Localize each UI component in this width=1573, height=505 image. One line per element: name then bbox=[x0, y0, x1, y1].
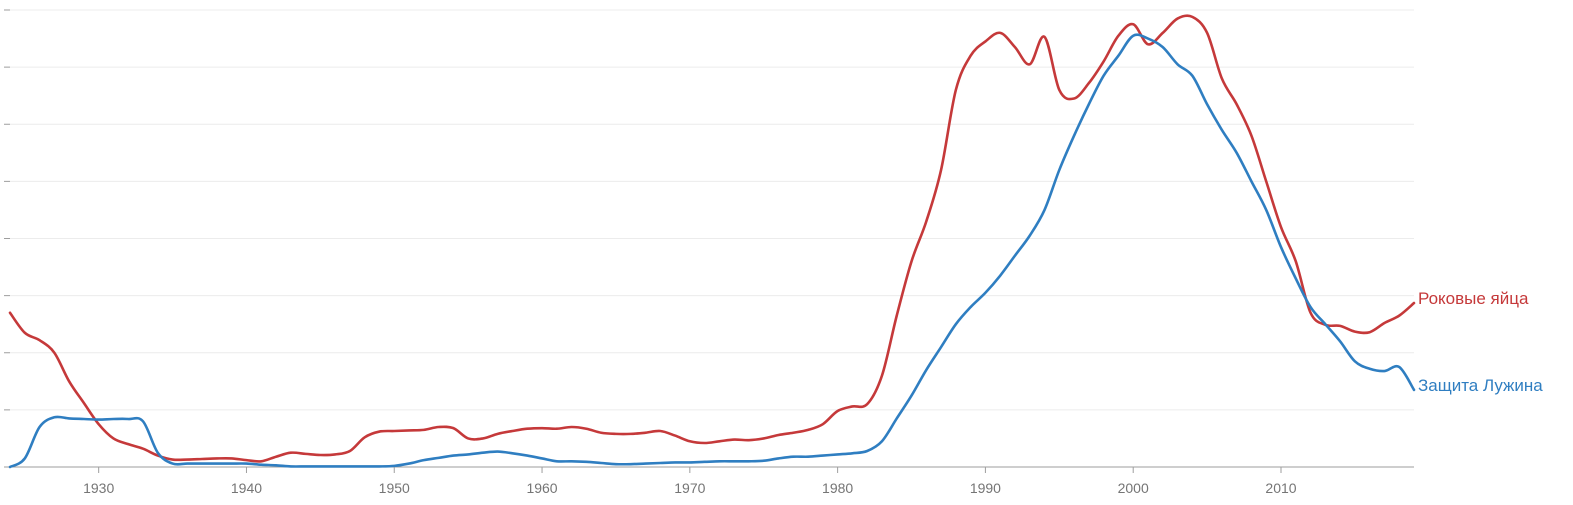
series-line-rokovye-yaitsa[interactable] bbox=[8, 14, 1416, 463]
series-group bbox=[8, 14, 1416, 469]
series-label: Роковые яйца bbox=[1418, 289, 1529, 308]
series-line-zashchita-luzhina[interactable] bbox=[8, 33, 1416, 469]
x-tick-label: 1990 bbox=[970, 480, 1001, 496]
series-labels: Роковые яйца Защита Лужина bbox=[1418, 289, 1543, 395]
x-tick-label: 2010 bbox=[1265, 480, 1296, 496]
gridlines bbox=[4, 9, 1414, 468]
x-tick-label: 2000 bbox=[1118, 480, 1149, 496]
x-tick-label: 1950 bbox=[379, 480, 410, 496]
x-tick-label: 1970 bbox=[674, 480, 705, 496]
x-tick-label: 1940 bbox=[231, 480, 262, 496]
x-tick-label: 1960 bbox=[526, 480, 557, 496]
x-axis: 1930 1940 1950 1960 1970 1980 1990 2000 2010 bbox=[10, 466, 1414, 496]
x-tick-label: 1930 bbox=[83, 480, 114, 496]
x-tick-label: 1980 bbox=[822, 480, 853, 496]
series-label: Защита Лужина bbox=[1418, 376, 1543, 395]
